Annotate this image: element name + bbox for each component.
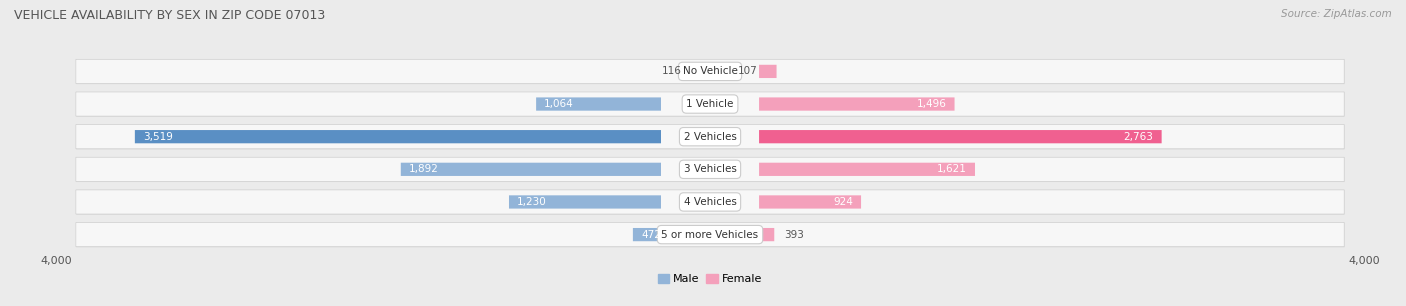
FancyBboxPatch shape <box>76 92 1344 116</box>
Text: VEHICLE AVAILABILITY BY SEX IN ZIP CODE 07013: VEHICLE AVAILABILITY BY SEX IN ZIP CODE … <box>14 9 325 22</box>
Text: 1,621: 1,621 <box>936 164 967 174</box>
FancyBboxPatch shape <box>759 97 955 111</box>
Text: 107: 107 <box>737 66 756 76</box>
Legend: Male, Female: Male, Female <box>654 269 766 289</box>
FancyBboxPatch shape <box>76 59 1344 84</box>
Text: 1,230: 1,230 <box>517 197 547 207</box>
Text: 472: 472 <box>641 230 661 240</box>
FancyBboxPatch shape <box>76 92 1344 117</box>
Text: 2,763: 2,763 <box>1123 132 1153 142</box>
Text: 5 or more Vehicles: 5 or more Vehicles <box>661 230 759 240</box>
Text: Source: ZipAtlas.com: Source: ZipAtlas.com <box>1281 9 1392 19</box>
Text: 924: 924 <box>832 197 853 207</box>
Text: 4 Vehicles: 4 Vehicles <box>683 197 737 207</box>
FancyBboxPatch shape <box>76 222 1344 247</box>
FancyBboxPatch shape <box>76 222 1344 247</box>
FancyBboxPatch shape <box>76 157 1344 181</box>
FancyBboxPatch shape <box>759 163 974 176</box>
FancyBboxPatch shape <box>633 228 661 241</box>
Text: 3,519: 3,519 <box>143 132 173 142</box>
FancyBboxPatch shape <box>759 130 1161 143</box>
Text: 116: 116 <box>661 66 682 76</box>
FancyBboxPatch shape <box>76 125 1344 149</box>
FancyBboxPatch shape <box>509 195 661 209</box>
FancyBboxPatch shape <box>76 125 1344 149</box>
FancyBboxPatch shape <box>692 65 710 78</box>
FancyBboxPatch shape <box>76 190 1344 215</box>
Text: 1,496: 1,496 <box>917 99 946 109</box>
FancyBboxPatch shape <box>76 59 1344 84</box>
FancyBboxPatch shape <box>135 130 661 143</box>
FancyBboxPatch shape <box>76 190 1344 214</box>
Text: 1,064: 1,064 <box>544 99 574 109</box>
FancyBboxPatch shape <box>76 157 1344 182</box>
Text: 1,892: 1,892 <box>409 164 439 174</box>
FancyBboxPatch shape <box>759 228 775 241</box>
Text: 3 Vehicles: 3 Vehicles <box>683 164 737 174</box>
Text: 1 Vehicle: 1 Vehicle <box>686 99 734 109</box>
FancyBboxPatch shape <box>536 97 661 111</box>
Text: No Vehicle: No Vehicle <box>682 66 738 76</box>
FancyBboxPatch shape <box>759 65 776 78</box>
FancyBboxPatch shape <box>401 163 661 176</box>
FancyBboxPatch shape <box>759 195 860 209</box>
Text: 2 Vehicles: 2 Vehicles <box>683 132 737 142</box>
Text: 393: 393 <box>785 230 804 240</box>
